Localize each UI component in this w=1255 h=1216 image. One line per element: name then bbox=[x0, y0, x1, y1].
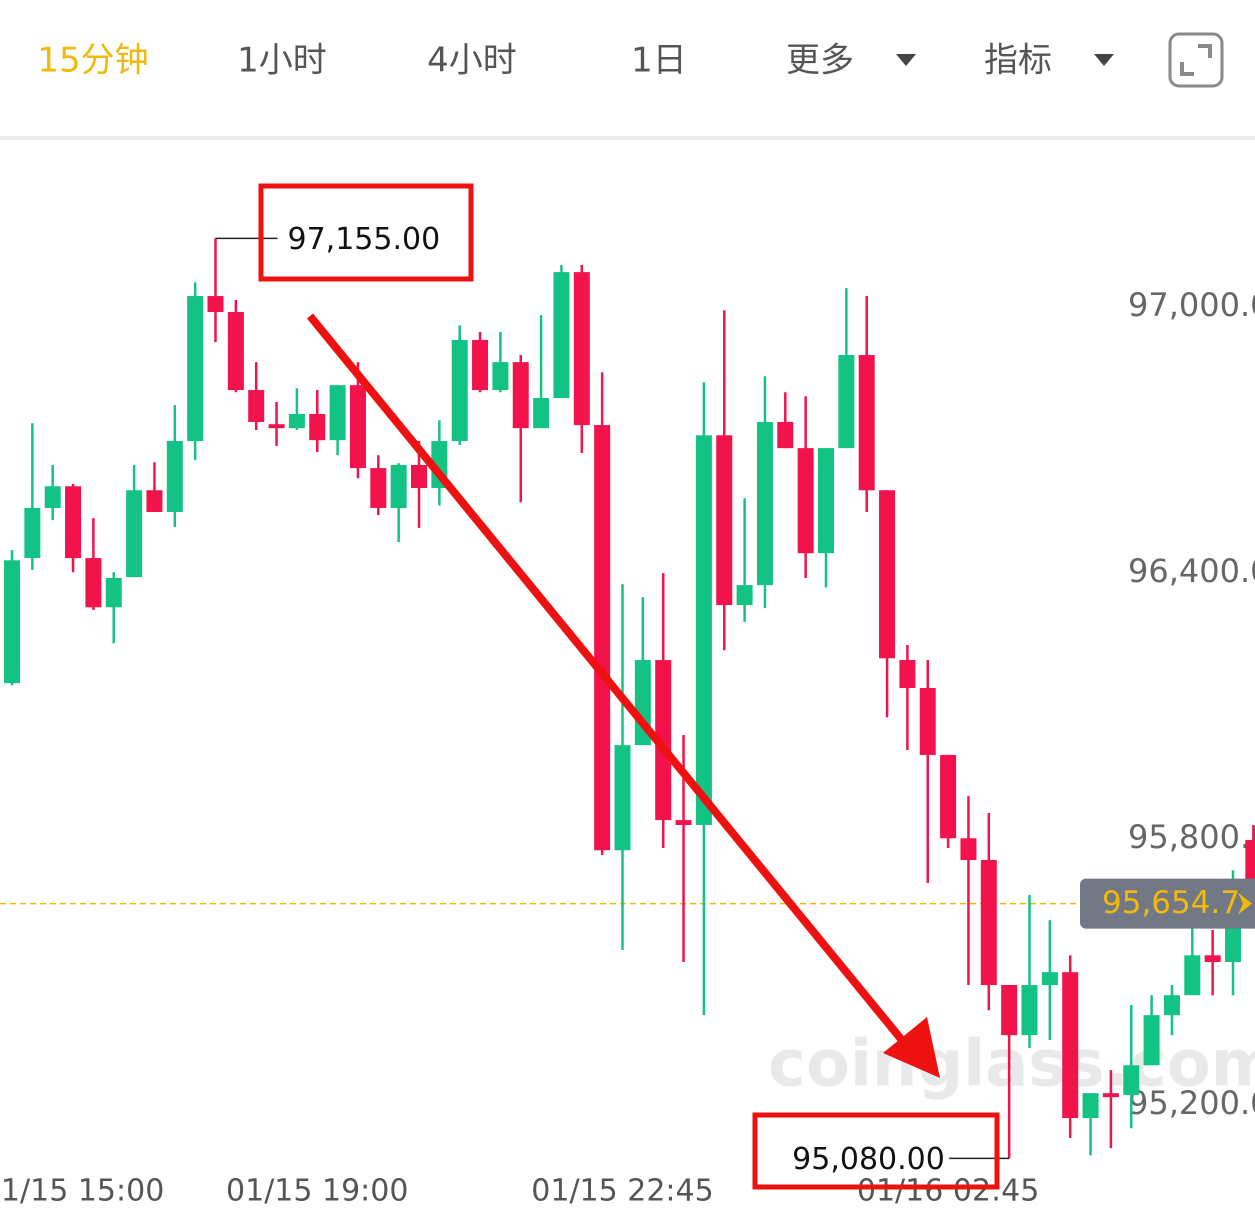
candle-body bbox=[818, 448, 834, 554]
candle-body bbox=[777, 421, 794, 449]
tab[interactable]: 更多 bbox=[786, 41, 916, 81]
candle-body bbox=[288, 413, 305, 429]
fullscreen-button[interactable] bbox=[1168, 32, 1224, 88]
divider bbox=[0, 136, 1255, 140]
x-tick-label: 01/15 22:45 bbox=[531, 1174, 713, 1209]
tab[interactable]: 4小时 bbox=[427, 41, 517, 81]
candle-body bbox=[1021, 985, 1038, 1036]
candle-body bbox=[838, 355, 855, 449]
candle-body bbox=[1062, 972, 1079, 1119]
candle-body bbox=[207, 296, 224, 313]
candle-body bbox=[349, 385, 366, 469]
y-tick-label: 97,000.0 bbox=[1128, 286, 1255, 324]
trend-arrowhead bbox=[883, 1017, 940, 1078]
candle-body bbox=[797, 448, 814, 554]
candle-body bbox=[472, 339, 489, 391]
candle-body bbox=[1041, 972, 1058, 986]
candle-body bbox=[24, 507, 41, 559]
candle-body bbox=[573, 272, 590, 426]
tab[interactable]: 15分钟 bbox=[37, 41, 148, 81]
watermark: coinglass.com bbox=[768, 1028, 1255, 1102]
candle-body bbox=[329, 385, 346, 441]
candle-body bbox=[716, 435, 733, 606]
annotation-label: 95,080.00 bbox=[792, 1142, 945, 1177]
price-badge bbox=[1080, 878, 1255, 929]
candle-body bbox=[899, 660, 916, 688]
candle-body bbox=[695, 435, 712, 825]
y-tick-label: 95,200.0 bbox=[1128, 1084, 1255, 1122]
candle-body bbox=[879, 490, 896, 659]
candle-body bbox=[268, 424, 285, 429]
y-tick-label: 96,400.0 bbox=[1128, 552, 1255, 590]
highlight-box bbox=[752, 1112, 1000, 1190]
candle-body bbox=[126, 490, 143, 578]
tab-label: 指标 bbox=[984, 41, 1052, 81]
candle-body bbox=[187, 296, 204, 442]
candle-body bbox=[858, 355, 875, 491]
candle-body bbox=[65, 486, 82, 559]
candle-body bbox=[248, 390, 265, 422]
current-price-label: 95,654.7 bbox=[1102, 885, 1240, 921]
candle-body bbox=[146, 490, 163, 512]
dropdown-caret bbox=[896, 54, 916, 66]
candle-body bbox=[736, 585, 753, 606]
candle-body bbox=[166, 441, 183, 512]
tab[interactable]: 1小时 bbox=[237, 41, 327, 81]
candle-body bbox=[655, 660, 672, 821]
candle-body bbox=[85, 558, 102, 608]
y-tick-label: 95,800.0 bbox=[1128, 818, 1255, 856]
tab-label: 15分钟 bbox=[37, 41, 148, 81]
tab-label: 4小时 bbox=[427, 41, 517, 81]
candle-body bbox=[1184, 955, 1201, 996]
candle-body bbox=[594, 425, 611, 851]
candle-body bbox=[309, 413, 326, 441]
candle-body bbox=[553, 272, 570, 399]
candle-body bbox=[390, 464, 407, 508]
fullscreen-icon bbox=[1180, 44, 1212, 76]
tab[interactable]: 指标 bbox=[984, 41, 1114, 81]
x-tick-label: 01/16 02:45 bbox=[857, 1174, 1039, 1209]
candle-body bbox=[451, 339, 468, 442]
fullscreen-frame bbox=[1168, 32, 1224, 88]
candle-body bbox=[105, 578, 122, 608]
highlight-box bbox=[258, 183, 474, 282]
tab-label: 1小时 bbox=[237, 41, 327, 81]
candle-body bbox=[675, 820, 692, 825]
candle-body bbox=[492, 362, 509, 391]
candle-body bbox=[1245, 840, 1255, 880]
candle-body bbox=[370, 468, 387, 508]
candle-body bbox=[4, 560, 20, 684]
candle-body bbox=[1001, 985, 1018, 1036]
candle-body bbox=[227, 312, 244, 391]
candle-body bbox=[533, 398, 550, 429]
candle-body bbox=[1123, 1065, 1140, 1095]
candle-body bbox=[960, 838, 977, 860]
tab-bar bbox=[0, 0, 1255, 138]
x-tick-label: 01/15 15:00 bbox=[0, 1174, 164, 1209]
candle-body bbox=[1082, 1093, 1099, 1119]
candle-body bbox=[44, 486, 61, 508]
candle-body bbox=[940, 754, 957, 839]
price-badge-chevron bbox=[1238, 892, 1252, 915]
tab-label: 更多 bbox=[786, 41, 854, 81]
x-tick-label: 01/15 19:00 bbox=[226, 1174, 408, 1209]
dropdown-caret bbox=[1094, 54, 1114, 66]
tab-label: 1日 bbox=[631, 41, 687, 81]
candle-body bbox=[980, 859, 997, 986]
tab[interactable]: 1日 bbox=[631, 41, 687, 81]
candle-body bbox=[756, 421, 773, 586]
candle-body bbox=[919, 687, 936, 755]
annotation-label: 97,155.00 bbox=[288, 222, 441, 257]
candle-body bbox=[1204, 955, 1221, 962]
candle-body bbox=[614, 745, 631, 851]
candle-body bbox=[1163, 995, 1180, 1016]
candle-body bbox=[512, 362, 529, 429]
candle-body bbox=[411, 464, 427, 489]
candle-body bbox=[1102, 1093, 1119, 1098]
trend-arrow bbox=[306, 313, 914, 1053]
candle-body bbox=[1143, 1015, 1160, 1066]
